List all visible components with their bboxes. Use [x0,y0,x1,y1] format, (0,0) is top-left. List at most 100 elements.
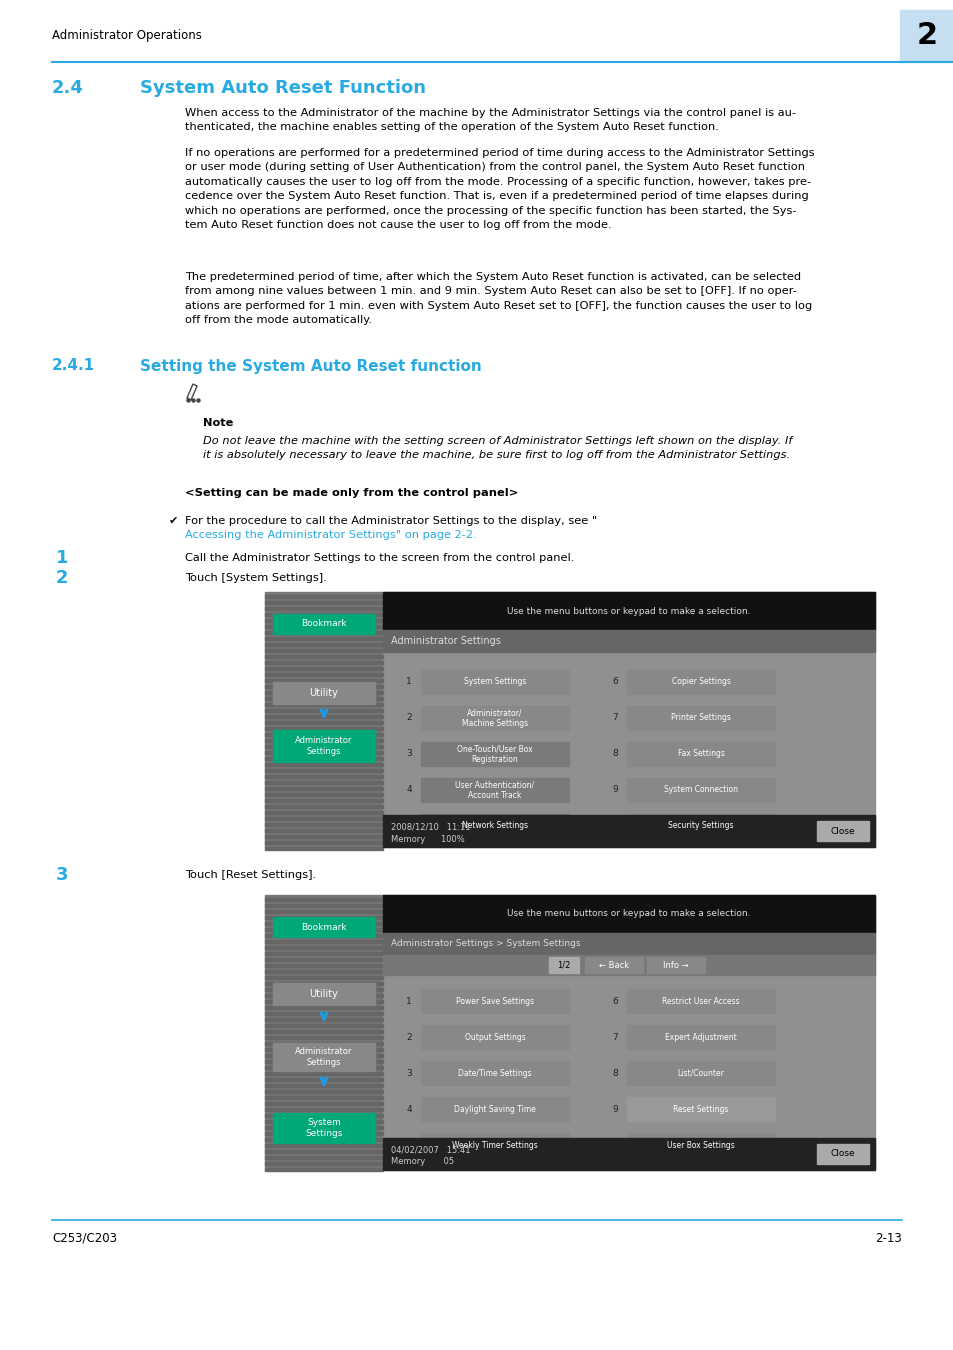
Text: Daylight Saving Time: Daylight Saving Time [454,1104,536,1114]
Bar [265,971,382,973]
Bar [420,1133,568,1157]
Bar [265,927,382,931]
Bar [265,593,382,846]
Bar [265,817,382,819]
Text: Info →: Info → [662,960,688,969]
Bar [899,9,953,62]
Text: Bookmark: Bookmark [301,620,347,629]
Bar [626,814,774,838]
Bar [265,895,382,1170]
Bar [265,608,382,610]
Text: Network Settings: Network Settings [461,822,528,830]
Text: 04/02/2007   15:41: 04/02/2007 15:41 [391,1146,470,1154]
Text: Administrator Operations: Administrator Operations [52,30,202,42]
Text: Administrator
Settings: Administrator Settings [295,1048,353,1067]
Bar [265,1162,382,1165]
Text: Expert Adjustment: Expert Adjustment [664,1033,736,1041]
Bar [265,917,382,919]
Bar [265,763,382,765]
Text: Fax Settings: Fax Settings [677,749,723,759]
Text: When access to the Administrator of the machine by the Administrator Settings vi: When access to the Administrator of the … [185,108,795,132]
Bar [265,1025,382,1027]
Text: C253/C203: C253/C203 [52,1231,117,1245]
Text: Reset Settings: Reset Settings [673,1104,728,1114]
Bar [265,1018,382,1021]
Bar [382,895,874,1170]
Bar [265,958,382,961]
Text: 3: 3 [406,749,412,759]
Text: 8: 8 [612,749,618,759]
Bar [265,1042,382,1045]
Text: Touch [Reset Settings].: Touch [Reset Settings]. [185,869,315,880]
Bar [265,787,382,790]
Bar [265,994,382,998]
Bar [382,1138,874,1170]
Text: 7: 7 [612,1033,618,1041]
Bar [273,917,375,937]
Bar [382,933,874,954]
Bar [265,904,382,907]
Bar [265,1072,382,1075]
Text: 2-13: 2-13 [874,1231,901,1245]
Bar [626,1098,774,1120]
Bar [265,738,382,742]
Bar [382,630,874,652]
Text: 4: 4 [406,1104,412,1114]
Bar [265,964,382,967]
Bar [420,670,568,694]
Bar [265,1114,382,1116]
Bar [265,952,382,954]
Bar [420,990,568,1012]
Bar [265,922,382,925]
Bar [265,1089,382,1094]
Bar [265,946,382,949]
Bar [265,1012,382,1015]
Bar [265,691,382,694]
Bar [265,637,382,640]
Bar [626,1061,774,1085]
Bar [265,630,382,634]
Text: 2.4.1: 2.4.1 [52,359,95,374]
Text: Call the Administrator Settings to the screen from the control panel.: Call the Administrator Settings to the s… [185,554,574,563]
Bar [265,751,382,755]
Bar [265,792,382,796]
Bar [420,1098,568,1120]
Text: Date/Time Settings: Date/Time Settings [457,1068,531,1077]
Bar [420,706,568,730]
Text: Copier Settings: Copier Settings [671,678,730,687]
Bar [626,743,774,765]
Text: System Settings: System Settings [463,678,526,687]
Bar [584,957,642,973]
Text: 0: 0 [612,822,618,830]
Bar [626,778,774,802]
Bar [548,957,578,973]
Bar [626,1025,774,1049]
Text: Note: Note [203,418,233,428]
Text: <Setting can be made only from the control panel>: <Setting can be made only from the contr… [185,487,517,498]
Bar [265,824,382,826]
Text: 2008/12/10   11:11: 2008/12/10 11:11 [391,822,470,832]
Text: 4: 4 [406,786,412,795]
Text: User Box Settings: User Box Settings [666,1141,734,1149]
Bar [265,1126,382,1129]
Bar [265,1035,382,1040]
Bar [265,728,382,730]
Bar [382,593,874,630]
Bar [265,976,382,979]
Bar [273,682,375,703]
Text: 3: 3 [406,1068,412,1077]
Text: Administrator
Settings: Administrator Settings [295,736,353,756]
Text: Restrict User Access: Restrict User Access [661,996,739,1006]
Text: User Authentication/
Account Track: User Authentication/ Account Track [455,780,534,799]
Bar [265,1048,382,1052]
Text: 2: 2 [406,1033,412,1041]
Bar [265,775,382,778]
Bar [265,1150,382,1153]
Text: Bookmark: Bookmark [301,922,347,931]
Text: 3: 3 [56,865,69,884]
Bar [265,836,382,838]
Text: Power Save Settings: Power Save Settings [456,996,534,1006]
Text: Printer Settings: Printer Settings [670,714,730,722]
Text: Administrator Settings: Administrator Settings [391,636,500,647]
Text: List/Counter: List/Counter [677,1068,723,1077]
